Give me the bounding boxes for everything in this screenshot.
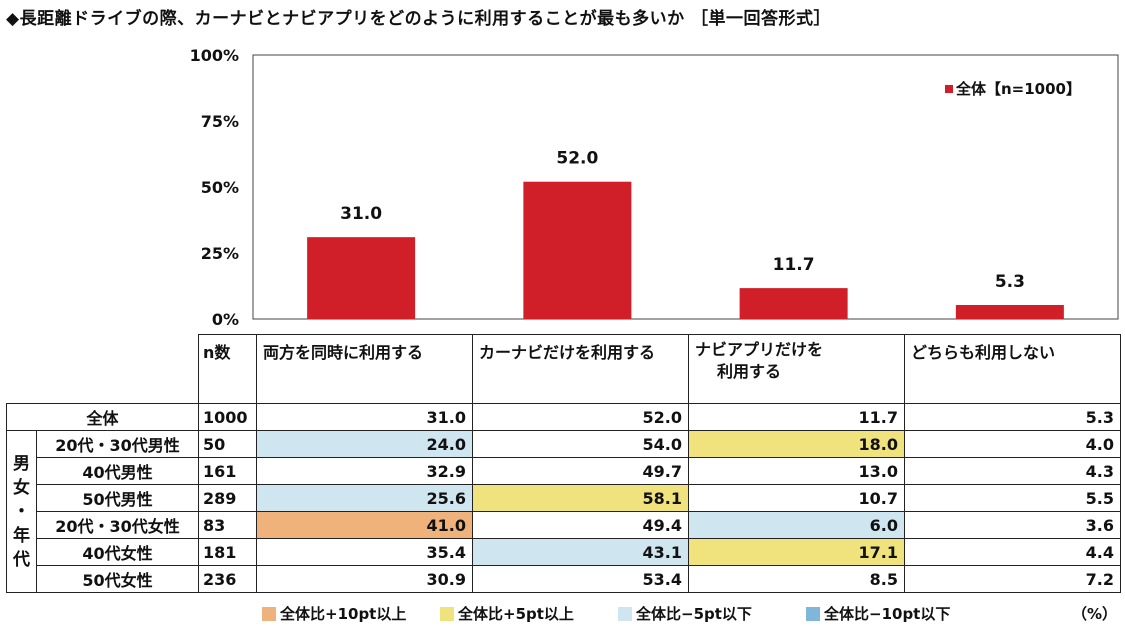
table-cell: 52.0 (472, 403, 689, 431)
group-label-char: 年 (13, 525, 30, 546)
row-label: 全体 (6, 403, 199, 431)
n-header: n数 (198, 334, 257, 404)
key-item: 全体比+10pt以上 (262, 603, 406, 624)
y-tick-label: 0% (212, 310, 239, 329)
table-cell: 4.3 (904, 457, 1121, 485)
table-cell: 6.0 (688, 511, 905, 539)
table-row: 40代男性 161 32.9 49.7 13.0 4.3 (7, 457, 1121, 485)
key-swatch (618, 607, 632, 621)
row-n: 1000 (198, 403, 257, 431)
row-n: 161 (198, 457, 257, 485)
col-header-both: 両方を同時に利用する (256, 334, 473, 404)
key-swatch (262, 607, 276, 621)
bar (955, 305, 1064, 319)
unit-label: （%） (1072, 605, 1118, 623)
col-header-neither: どちらも利用しない (904, 334, 1121, 404)
table-cell: 54.0 (472, 430, 689, 458)
table-row: 50代女性 236 30.9 53.4 8.5 7.2 (7, 565, 1121, 593)
table-cell: 5.3 (904, 403, 1121, 431)
key-label: 全体比−5pt以下 (636, 605, 752, 623)
table-body: 全体 1000 31.0 52.0 11.7 5.3 男女・年代 20代・30代男性 50 24.… (6, 403, 1121, 593)
table-cell: 4.0 (904, 430, 1121, 458)
table-header-row: n数 両方を同時に利用する カーナビだけを利用する ナビアプリだけを 利用する … (7, 334, 1121, 404)
col-header-carnavi: カーナビだけを利用する (472, 334, 689, 404)
table-cell: 49.4 (472, 511, 689, 539)
group-label-char: 男 (13, 453, 30, 474)
data-table: n数 両方を同時に利用する カーナビだけを利用する ナビアプリだけを 利用する … (6, 334, 1121, 593)
y-tick-label: 25% (201, 244, 239, 263)
col-header-navi-app-line2: 利用する (717, 362, 782, 381)
row-n: 289 (198, 484, 257, 512)
table-row: 40代女性 181 35.4 43.1 17.1 4.4 (7, 538, 1121, 566)
key-label: 全体比−10pt以下 (824, 605, 951, 623)
table-cell: 58.1 (472, 484, 689, 512)
row-n: 83 (198, 511, 257, 539)
table-cell: 7.2 (904, 565, 1121, 593)
table-cell: 13.0 (688, 457, 905, 485)
row-label: 50代男性 (36, 484, 199, 512)
key-item: 全体比−5pt以下 (618, 603, 752, 624)
table-row: 男女・年代 20代・30代男性 50 24.0 54.0 18.0 4.0 (6, 430, 1121, 593)
row-label: 40代女性 (36, 538, 199, 566)
table-cell: 18.0 (688, 430, 905, 458)
y-tick-label: 100% (190, 46, 239, 65)
group-label-char: ・ (13, 501, 30, 522)
table-cell: 17.1 (688, 538, 905, 566)
key-swatch (806, 607, 820, 621)
y-tick-label: 75% (201, 112, 239, 131)
col-header-navi-app: ナビアプリだけを 利用する (688, 334, 905, 404)
table-cell: 25.6 (256, 484, 473, 512)
data-label: 52.0 (556, 149, 598, 169)
chart-title: ◆長距離ドライブの際、カーナビとナビアプリをどのように利用することが最も多いか … (6, 9, 831, 29)
row-label: 40代男性 (36, 457, 199, 485)
table-cell: 43.1 (472, 538, 689, 566)
key-label: 全体比+5pt以上 (458, 605, 574, 623)
table-cell: 31.0 (256, 403, 473, 431)
bar (739, 288, 848, 319)
col-header-navi-app-line1: ナビアプリだけを (695, 340, 824, 359)
table-cell: 3.6 (904, 511, 1121, 539)
table-cell: 4.4 (904, 538, 1121, 566)
bar (523, 181, 632, 319)
group-label-char: 女 (13, 477, 30, 498)
row-label: 50代女性 (36, 565, 199, 593)
table-cell: 53.4 (472, 565, 689, 593)
key-item: 全体比+5pt以上 (440, 603, 574, 624)
legend-label: 全体【n=1000】 (956, 80, 1081, 98)
table-row: 20代・30代女性 83 41.0 49.4 6.0 3.6 (7, 511, 1121, 539)
legend-swatch (945, 85, 953, 93)
y-tick-label: 50% (201, 178, 239, 197)
bar-chart: 0% 25% 50% 75% 100% 31.0 52.0 11.7 5.3 (190, 46, 1119, 329)
table-cell: 8.5 (688, 565, 905, 593)
table-row: 全体 1000 31.0 52.0 11.7 5.3 (6, 403, 1121, 431)
bar (307, 237, 416, 319)
table-cell: 32.9 (256, 457, 473, 485)
key-item: 全体比−10pt以下 (806, 603, 950, 624)
key-swatch (440, 607, 454, 621)
row-label: 20代・30代女性 (36, 511, 199, 539)
group-label-char: 代 (13, 549, 30, 570)
table-cell: 11.7 (688, 403, 905, 431)
table-cell: 41.0 (256, 511, 473, 539)
table-cell: 35.4 (256, 538, 473, 566)
table-cell: 5.5 (904, 484, 1121, 512)
data-label: 31.0 (340, 204, 382, 224)
group-label: 男女・年代 (6, 430, 37, 593)
table-cell: 24.0 (256, 430, 473, 458)
data-label: 11.7 (773, 255, 815, 275)
row-label: 20代・30代男性 (36, 430, 199, 458)
chart-legend: 全体【n=1000】 (945, 78, 1081, 99)
row-n: 236 (198, 565, 257, 593)
plot-area (252, 54, 1119, 320)
table-cell: 49.7 (472, 457, 689, 485)
table-cell: 30.9 (256, 565, 473, 593)
table-cell: 10.7 (688, 484, 905, 512)
key-label: 全体比+10pt以上 (280, 605, 407, 623)
row-n: 181 (198, 538, 257, 566)
data-label: 5.3 (995, 272, 1025, 292)
table-row: 50代男性 289 25.6 58.1 10.7 5.5 (7, 484, 1121, 512)
row-n: 50 (198, 430, 257, 458)
